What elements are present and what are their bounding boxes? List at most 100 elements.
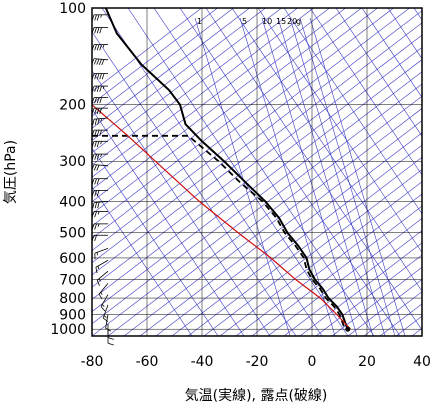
wind-barb-flag [94,108,97,114]
wind-barb-flag [94,190,97,197]
isotherm-line [92,8,218,105]
y-tick-label: 300 [59,154,86,170]
wind-barb-flag [94,202,97,209]
wind-barb-flag [100,306,106,312]
x-tick-label: 0 [308,354,317,370]
isotherm-line [235,193,422,336]
wind-barb-flag [96,14,100,21]
x-tick-label: -20 [246,354,269,370]
wind-barb-half-flag [100,291,103,295]
isotherm-line [92,8,298,166]
isotherm-line [92,8,362,215]
wind-barb [107,323,114,340]
x-axis-label: 気温(実線), 露点(破線) [185,388,328,404]
wind-barb-flag [92,202,95,209]
isotherm-line [187,156,422,336]
adiabat-line [231,8,422,292]
wind-barb-half-flag [100,153,102,158]
mixing-ratio-labels: 1 5 10 15 20g [197,17,301,26]
guide-lines [92,8,422,336]
wind-barb-flag [92,119,95,126]
isotherm-line [92,8,250,129]
dewpoint-line [92,134,346,330]
isotherm-line [155,132,422,336]
isotherm-line [107,95,422,336]
isotherm-line [171,144,422,336]
x-tick-label: -40 [191,354,214,370]
wind-barb [98,283,109,300]
wind-barb-flag [99,129,102,136]
x-tick-label: -60 [136,354,159,370]
y-tick-label: 700 [59,272,86,288]
adiabat-line [92,108,245,336]
isotherm-line [92,8,202,93]
wind-barb [92,117,109,126]
temperature-line [104,8,349,330]
isotherm-line [92,8,394,239]
mixing-ratio-line [309,17,406,336]
mixing-ratio-label: 10 [262,17,272,26]
wind-barb-half-flag [98,278,101,282]
adiabat-line [283,8,422,215]
wind-barb-flag [107,342,114,346]
wind-barb-staff [105,314,109,329]
isotherm-line [139,120,422,336]
adiabat-line [257,8,422,254]
wind-barb [91,223,108,230]
isotherm-line [92,22,422,276]
isotherm-line [92,8,282,154]
wind-barb-flag [95,267,98,274]
isotherm-line [347,279,422,336]
isotherm-line [123,108,422,336]
x-tick-labels: -80 -60 -40 -20 0 20 40 [81,354,431,370]
isotherm-line [331,266,422,336]
wind-barb-flag [99,27,102,34]
wind-barb-flag [96,280,100,286]
adiabat-line [101,8,323,336]
wind-barb-half-flag [97,211,100,215]
isotherm-line [92,59,422,312]
wind-barb [91,164,109,171]
y-tick-label: 200 [59,98,86,114]
plot-frame [91,7,423,337]
adiabat-line [309,8,422,176]
wind-barb-flag [96,190,100,197]
wind-barb [91,58,109,66]
isotherm-line [92,8,266,141]
wind-barb-half-flag [97,223,100,227]
adiabat-line [153,8,375,336]
wind-barb-flag [96,141,100,148]
isotherm-line [315,254,422,336]
surface-marker [345,326,351,332]
mixing-ratio-label: 15 [276,17,286,26]
wind-barb-flag [94,223,97,230]
wind-barb-flag [99,108,102,114]
isotherm-line [92,8,330,190]
wind-barb-flag [94,129,97,136]
wind-barb-flag [94,118,97,125]
isotherm-line [92,8,314,178]
wind-barb-flag [94,153,97,160]
wind-barb-flag [94,14,97,21]
wind-barb [94,247,109,260]
wind-barb [91,97,108,104]
wind-barb-half-flag [102,44,105,48]
wind-barb-half-flag [97,265,100,270]
wind-barb-flag [94,211,97,218]
isotherm-line [251,205,422,336]
wind-barb-flag [101,59,105,66]
wind-barb [92,200,109,209]
wind-barb-half-flag [100,118,102,122]
mixing-ratio-label: 5 [242,17,247,26]
mixing-ratio-label: g [296,17,301,26]
wind-barb-flag [96,58,100,65]
wind-barb-flag [94,141,97,148]
wind-barb-flag [93,58,97,65]
mixing-ratio-line [299,17,396,336]
x-tick-label: 20 [358,354,376,370]
temperature-grid [91,8,423,336]
adiabat-line [92,147,219,336]
y-tick-label: 900 [59,307,86,323]
